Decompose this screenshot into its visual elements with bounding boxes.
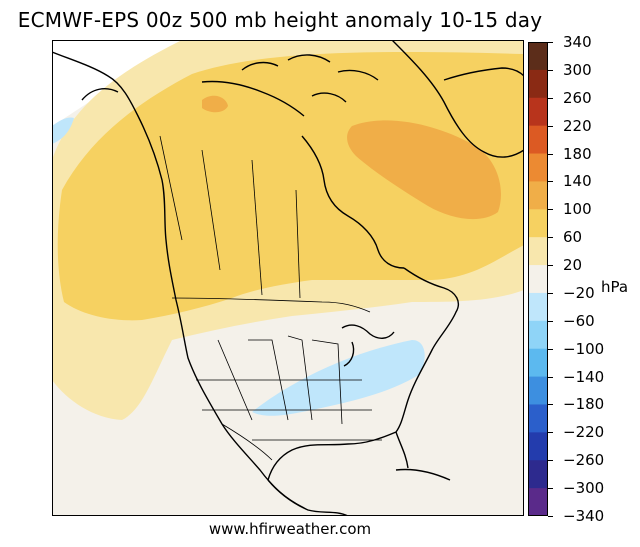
credit-text: www.hfirweather.com bbox=[208, 520, 372, 538]
negative-patch-northwest bbox=[52, 117, 74, 144]
tick-mark bbox=[548, 432, 553, 434]
colorbar-swatch bbox=[528, 97, 548, 127]
tick-mark bbox=[548, 516, 553, 517]
colorbar-swatch bbox=[528, 153, 548, 182]
colorbar-swatch bbox=[528, 376, 548, 405]
weak-negative-region bbox=[252, 340, 425, 416]
moderate-positive-region bbox=[57, 52, 524, 321]
tick-mark bbox=[548, 348, 553, 350]
coastlines bbox=[52, 40, 524, 516]
tick-mark bbox=[548, 42, 553, 43]
tick-label: −100 bbox=[563, 339, 605, 358]
tick-mark bbox=[548, 153, 553, 155]
tick-mark bbox=[548, 69, 553, 71]
map-title: ECMWF-EPS 00z 500 mb height anomaly 10-1… bbox=[17, 8, 543, 32]
tick-label: −60 bbox=[563, 311, 595, 330]
colorbar-swatch bbox=[528, 404, 548, 433]
tick-mark bbox=[548, 488, 553, 490]
strong-positive-region bbox=[347, 120, 501, 220]
map-border bbox=[52, 40, 524, 516]
tick-label: −220 bbox=[563, 423, 605, 442]
positive-blob-alaska bbox=[202, 95, 228, 113]
tick-mark bbox=[548, 265, 553, 267]
colorbar-swatch bbox=[528, 320, 548, 350]
tick-mark bbox=[548, 97, 553, 99]
borders bbox=[159, 135, 382, 461]
tick-mark bbox=[548, 376, 553, 378]
tick-label: 220 bbox=[563, 116, 592, 135]
tick-mark bbox=[548, 209, 553, 211]
tick-label: 60 bbox=[563, 228, 583, 247]
anomaly-map bbox=[52, 40, 524, 516]
tick-label: 20 bbox=[563, 256, 583, 275]
colorbar-swatch bbox=[528, 460, 548, 489]
tick-mark bbox=[548, 237, 553, 239]
colorbar-swatch bbox=[528, 125, 548, 155]
colorbar bbox=[528, 42, 548, 517]
tick-mark bbox=[548, 404, 553, 406]
colorbar-swatch bbox=[528, 42, 548, 71]
tick-label: −140 bbox=[563, 367, 605, 386]
colorbar-swatch bbox=[528, 265, 548, 294]
tick-label: 340 bbox=[563, 33, 592, 51]
tick-label: 100 bbox=[563, 200, 592, 219]
colorbar-swatch bbox=[528, 348, 548, 378]
tick-mark bbox=[548, 460, 553, 462]
tick-label: −340 bbox=[563, 507, 605, 525]
colorbar-swatch bbox=[528, 488, 548, 517]
colorbar-swatch bbox=[528, 69, 548, 99]
tick-label: −300 bbox=[563, 479, 605, 498]
tick-mark bbox=[548, 320, 553, 322]
tick-label: −260 bbox=[563, 451, 605, 470]
tick-label: −180 bbox=[563, 395, 605, 414]
colorbar-swatch bbox=[528, 432, 548, 461]
tick-label: 180 bbox=[563, 144, 592, 163]
tick-label: 140 bbox=[563, 172, 592, 191]
tick-label: 300 bbox=[563, 60, 592, 79]
tick-mark bbox=[548, 292, 553, 294]
tick-mark bbox=[548, 181, 553, 183]
colorbar-swatch bbox=[528, 209, 548, 238]
colorbar-unit: hPa bbox=[601, 278, 629, 296]
colorbar-swatch bbox=[528, 237, 548, 266]
colorbar-swatch bbox=[528, 181, 548, 210]
tick-label: 260 bbox=[563, 88, 592, 107]
tick-label: −20 bbox=[563, 283, 595, 302]
tick-mark bbox=[548, 125, 553, 127]
colorbar-swatch bbox=[528, 292, 548, 322]
